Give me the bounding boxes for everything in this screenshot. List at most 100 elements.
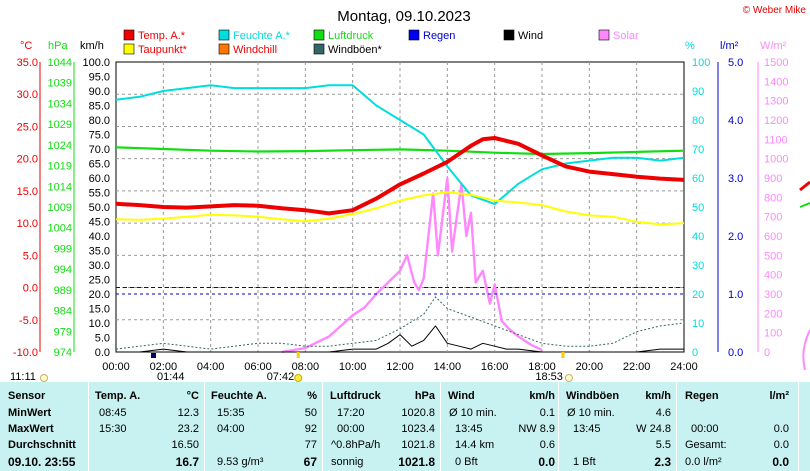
luftdruck-min-time: 17:20 [337,407,365,419]
temp-axis-label: °C [20,40,32,52]
luftdruck-unit: hPa [414,390,435,402]
x-tick-label: 22:00 [623,361,651,373]
solar-axis-tick: 1400 [764,76,788,88]
x-tick-label: 12:00 [386,361,414,373]
speed-axis-tick: 15.0 [89,304,110,316]
regen-rate: 0.0 l/m² [685,456,722,468]
wind-avg-label: Ø 10 min. [449,407,497,419]
col-temp: Temp. A. °C 08:45 12.3 15:30 23.2 16.50 … [88,382,205,471]
pressure-axis-tick: 1014 [48,181,72,193]
luftdruck-trend: ^0.8hPa/h [331,439,381,451]
chart-title: Montag, 09.10.2023 [337,8,470,25]
temp-unit: °C [186,390,199,402]
series-solar-line [281,176,543,354]
solar-axis-tick: 400 [764,270,782,282]
legend-swatch [598,29,610,41]
legend-label: Taupunkt* [138,44,188,56]
rain-axis-tick: 0.0 [728,347,743,359]
legend-label: Solar [613,30,639,42]
chart-grid [115,61,685,353]
solar-axis-tick: 800 [764,192,782,204]
speed-axis-tick: 55.0 [89,188,110,200]
legend-swatch [218,29,230,41]
wind-unit: km/h [529,390,555,402]
legend-swatch [123,29,135,41]
windboeen-header: Windböen [566,390,620,402]
feuchte-header: Feuchte A. [211,390,267,402]
solar-axis-tick: 0 [764,347,770,359]
windboeen-day-avg: 5.5 [655,439,671,451]
summary-table: Sensor MinWert MaxWert Durchschnitt 09.1… [0,382,810,471]
windboeen-max-time: 13:45 [573,423,601,435]
x-tick-label: 16:00 [481,361,509,373]
feuchte-max-time: 04:00 [217,423,245,435]
sunset-time: 18:53 [535,371,563,382]
speed-axis-tick: 0.0 [95,347,110,359]
pressure-axis-tick: 1029 [48,119,72,131]
speed-axis-tick: 100.0 [82,57,110,69]
copyright-text: © Weber Mike [743,5,807,16]
wind-day-avg: 0.6 [539,439,555,451]
series-taupunkt-line [115,191,685,226]
temp-current-value: 16.7 [175,455,199,469]
rain-axis-tick: 3.0 [728,173,743,185]
temp-max-time: 15:30 [99,423,127,435]
luftdruck-max-value: 1023.4 [401,423,435,435]
series-luftdruck-line [115,146,685,156]
chart-legend: Temp. A.* Feuchte A.* Luftdruck Regen Wind So… [123,29,639,56]
speed-axis-tick: 10.0 [89,318,110,330]
chart-plot-area [115,84,810,371]
temp-axis-tick: 20.0 [17,154,38,166]
x-tick-label: 14:00 [434,361,462,373]
temp-max-value: 23.2 [177,423,199,435]
pressure-axis-tick: 999 [54,243,72,255]
legend-swatch [313,43,325,55]
temp-avg-value: 16.50 [171,439,199,451]
windboeen-avg-label: Ø 10 min. [567,407,615,419]
col-feuchte: Feuchte A. % 15:35 50 04:00 92 77 9.53 g… [204,382,323,471]
humidity-axis-tick: 60 [692,173,704,185]
x-tick-label: 08:00 [292,361,320,373]
sensor-header: Sensor [8,390,46,402]
rain-axis-tick: 5.0 [728,57,743,69]
luftdruck-min-value: 1020.8 [401,407,435,419]
legend-swatch [123,43,135,55]
speed-axis-tick: 70.0 [89,144,110,156]
humidity-axis-label: % [685,40,695,52]
humidity-axis-tick: 10 [692,318,704,330]
temp-axis-tick: -10.0 [13,347,38,359]
chart-axes: 00:00 02:00 04:00 06:00 08:00 10:00 12:00 14:00… [13,40,789,373]
regen-current-value: 0.0 [772,455,789,469]
x-tick-label: 02:00 [150,361,178,373]
legend-swatch [313,29,325,41]
regen-header: Regen [685,390,719,402]
humidity-axis-tick: 50 [692,202,704,214]
sunrise-time: 07:42 [267,371,295,382]
x-tick-label: 10:00 [339,361,367,373]
pressure-axis-tick: 1044 [48,57,72,69]
windboeen-unit: km/h [645,390,671,402]
wind-run: 14.4 km [455,439,495,451]
col-windboeen: Windböen km/h Ø 10 min. 4.6 13:45 W 24.8… [558,382,677,471]
speed-axis-tick: 45.0 [89,217,110,229]
col-regen: Regen l/m² 00:00 0.0 Gesamt: 0.0 0.0 l/m… [676,382,799,471]
solar-axis-tick: 900 [764,173,782,185]
feuchte-min-value: 50 [304,407,317,419]
temp-axis-tick: 0.0 [23,283,38,295]
luftdruck-avg-value: 1021.8 [401,439,435,451]
solar-axis-tick: 600 [764,231,782,243]
luftdruck-header: Luftdruck [330,390,381,402]
solar-axis-label: W/m² [760,40,787,52]
legend-swatch [503,29,515,41]
temp-header: Temp. A. [95,390,141,402]
legend-label: Regen [423,30,455,42]
luftdruck-max-time: 00:00 [337,423,365,435]
rain-axis-tick: 1.0 [728,289,743,301]
moonrise-time: 01:44 [157,371,185,382]
speed-axis-tick: 75.0 [89,130,110,142]
solar-axis-tick: 200 [764,308,782,320]
pressure-axis-tick: 1034 [48,98,72,110]
pressure-axis-tick: 1039 [48,78,72,90]
temp-axis-tick: 15.0 [17,186,38,198]
humidity-axis-tick: 40 [692,231,704,243]
